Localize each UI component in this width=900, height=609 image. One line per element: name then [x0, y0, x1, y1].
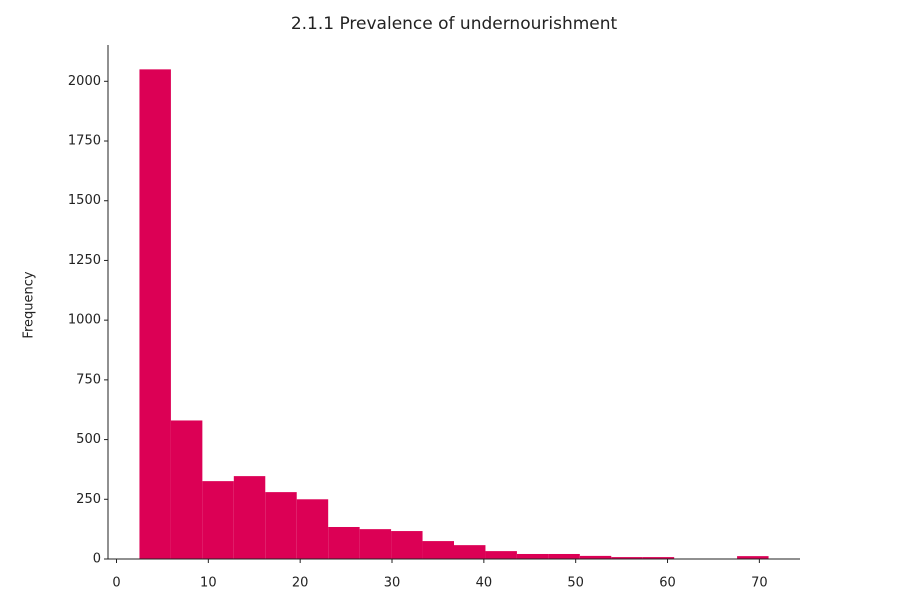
x-tick-label: 50 [567, 576, 584, 591]
y-tick-label: 1250 [68, 253, 101, 268]
y-tick-label: 1000 [68, 313, 101, 328]
y-tick-label: 500 [76, 432, 101, 447]
bar [233, 476, 266, 559]
x-tick-label: 60 [659, 576, 676, 591]
y-axis-label: Frequency [22, 271, 37, 338]
bar [359, 529, 392, 559]
bar [737, 556, 769, 559]
bar [170, 420, 203, 559]
x-tick-label: 10 [200, 576, 217, 591]
y-tick-label: 2000 [68, 74, 101, 89]
bar [516, 553, 549, 559]
bar [328, 526, 360, 559]
bar [391, 531, 423, 559]
y-tick-label: 250 [76, 492, 101, 507]
bar [642, 557, 675, 559]
bar [548, 553, 580, 559]
x-tick-label: 40 [476, 576, 493, 591]
x-tick-label: 70 [751, 576, 768, 591]
bar [454, 545, 486, 559]
bar [265, 492, 297, 559]
bar [485, 551, 517, 559]
bar [579, 555, 612, 559]
bar [296, 499, 329, 559]
chart-title: 2.1.1 Prevalence of undernourishment [291, 14, 618, 34]
bar [139, 69, 171, 559]
bar [611, 557, 643, 559]
bar [422, 541, 454, 559]
x-tick-label: 0 [112, 576, 120, 591]
y-tick-label: 1750 [68, 134, 101, 149]
bar [202, 481, 234, 559]
y-tick-label: 0 [93, 552, 101, 567]
y-tick-label: 750 [76, 372, 101, 387]
x-tick-label: 30 [384, 576, 401, 591]
x-tick-label: 20 [292, 576, 309, 591]
y-tick-label: 1500 [68, 193, 101, 208]
